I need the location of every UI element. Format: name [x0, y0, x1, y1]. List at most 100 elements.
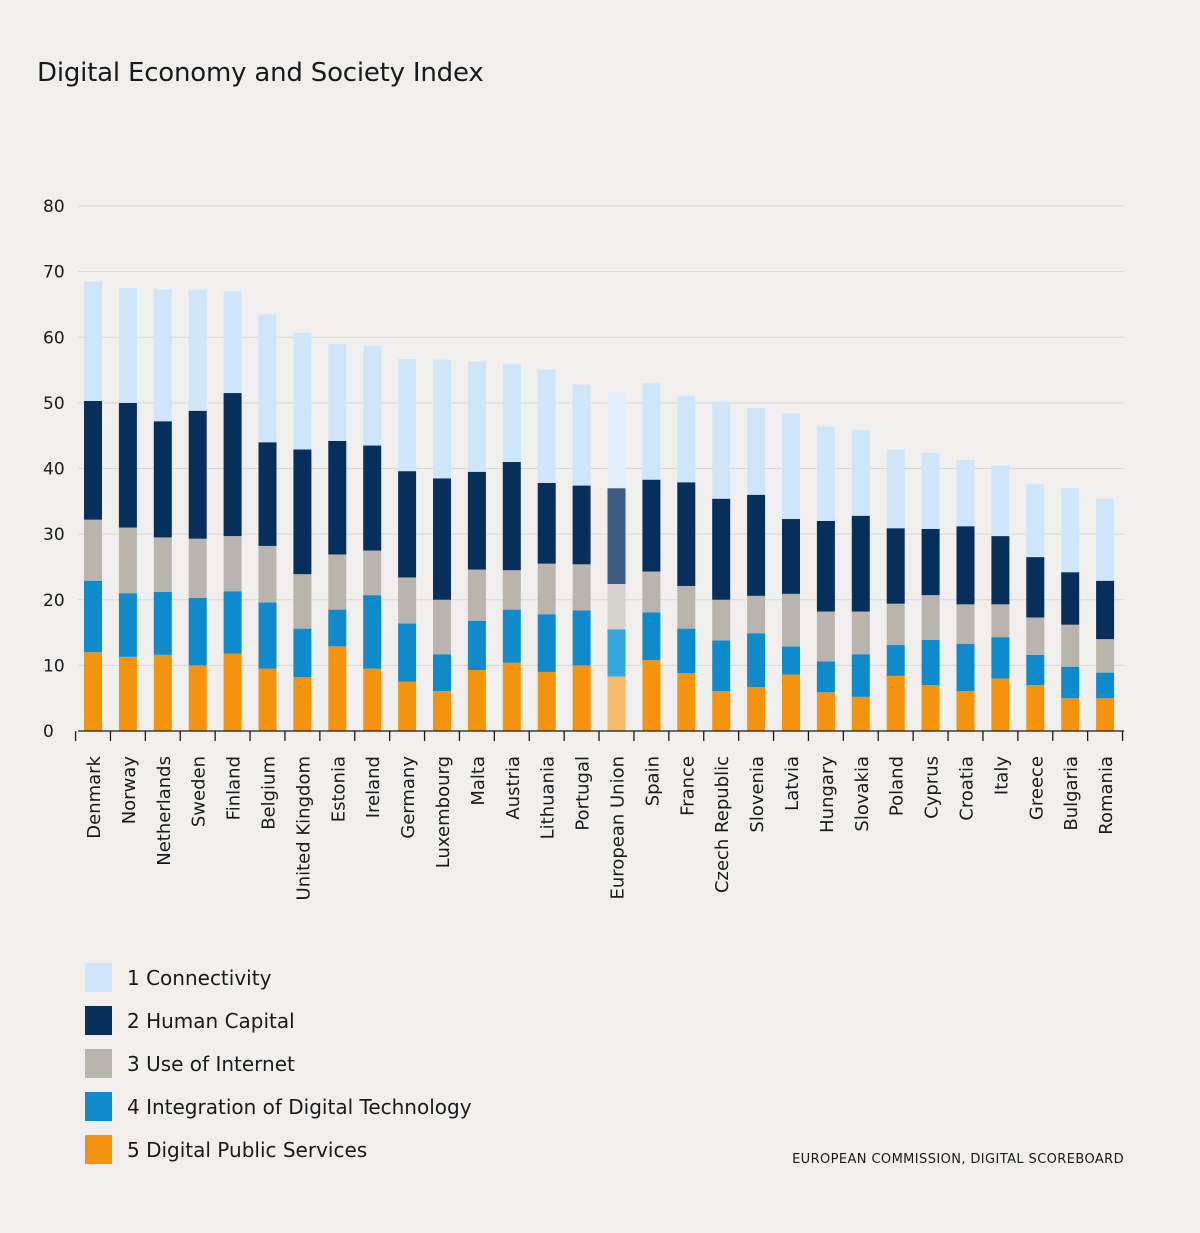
bar-segment	[223, 393, 242, 537]
bar-segment	[712, 690, 731, 731]
bar-segment	[537, 369, 556, 483]
bar-segment	[502, 570, 521, 610]
x-category-label: European Union	[608, 756, 629, 899]
bar-segment	[921, 595, 940, 640]
x-category-label: Slovakia	[852, 756, 873, 832]
bar-segment	[293, 628, 312, 678]
bar-segment	[921, 452, 940, 529]
y-tick-label: 10	[43, 656, 65, 676]
bar-segment	[118, 288, 137, 403]
bar-segment	[293, 574, 312, 629]
legend-item-integration: 4 Integration of Digital Technology	[85, 1092, 472, 1121]
bar-segment	[153, 421, 172, 538]
bar-segment	[816, 611, 835, 662]
bar-segment	[502, 662, 521, 731]
bar-segment	[851, 611, 870, 655]
legend: 1 Connectivity 2 Human Capital 3 Use of …	[85, 963, 472, 1178]
bar-segment	[188, 538, 207, 598]
x-category-label: Germany	[398, 756, 419, 839]
legend-swatch-human-capital	[85, 1006, 112, 1035]
bar-segment	[537, 563, 556, 615]
bar-segment	[363, 345, 382, 446]
bar-segment	[991, 604, 1010, 638]
bar-segment	[712, 599, 731, 641]
bar-segment	[677, 628, 696, 674]
bar-segment	[851, 429, 870, 516]
bar-segment	[328, 609, 347, 647]
bar-segment	[328, 440, 347, 555]
bar-segment	[677, 482, 696, 586]
bar-segment	[956, 643, 975, 691]
x-category-label: Estonia	[328, 756, 349, 822]
bar-segment	[956, 604, 975, 644]
bar-segment	[467, 361, 486, 472]
bar-segment	[1096, 672, 1115, 699]
bar-segment	[363, 550, 382, 596]
bar-segment	[1026, 685, 1045, 731]
bar-segment	[223, 591, 242, 654]
x-category-label: Finland	[224, 756, 245, 820]
bar-segment	[153, 591, 172, 655]
y-tick-label: 0	[43, 722, 54, 742]
x-category-label: Luxembourg	[433, 756, 454, 868]
y-tick-label: 80	[43, 197, 65, 217]
bar-segment	[467, 569, 486, 621]
source-note: EUROPEAN COMMISSION, DIGITAL SCOREBOARD	[792, 1152, 1124, 1167]
bar-segment	[886, 528, 905, 604]
bar-segment	[398, 681, 417, 731]
legend-label-integration: 4 Integration of Digital Technology	[127, 1094, 472, 1119]
bar-segment	[921, 528, 940, 596]
bar-segment	[921, 639, 940, 686]
x-category-label: Lithuania	[538, 756, 559, 839]
bar-segment	[1026, 557, 1045, 618]
bar-segment	[677, 585, 696, 629]
y-tick-label: 40	[43, 460, 65, 480]
bar-segment	[433, 478, 451, 600]
legend-item-public-services: 5 Digital Public Services	[85, 1135, 472, 1164]
bar-segment	[921, 685, 940, 731]
legend-swatch-public-services	[85, 1135, 112, 1164]
bar-segment	[956, 690, 975, 731]
bar-segment	[991, 465, 1010, 537]
bar-segment	[886, 603, 905, 646]
x-category-label: Italy	[991, 756, 1012, 795]
bar-segment	[712, 498, 731, 600]
bar-segment	[572, 485, 591, 565]
x-category-label: Poland	[887, 756, 908, 816]
bar-segment	[293, 332, 312, 450]
bar-segment	[782, 413, 800, 520]
x-category-label: Netherlands	[154, 756, 175, 866]
bar-segment	[956, 526, 975, 605]
y-tick-label: 30	[43, 525, 65, 545]
bar-segment	[188, 410, 207, 539]
bar-segment	[851, 654, 870, 697]
legend-item-human-capital: 2 Human Capital	[85, 1006, 472, 1035]
bar-segment	[1096, 698, 1115, 731]
bar-segment	[607, 584, 626, 630]
bar-segment	[851, 515, 870, 612]
bar-segment	[747, 633, 766, 688]
bar-segment	[816, 692, 835, 731]
bar-segment	[433, 654, 451, 691]
bar-segment	[223, 291, 242, 394]
bar-segment	[293, 449, 312, 575]
bar-segment	[1026, 654, 1045, 686]
bar-segment	[188, 290, 207, 411]
bar-segment	[991, 536, 1010, 605]
bar-segment	[607, 629, 626, 677]
bar-segment	[467, 471, 486, 570]
bar-segment	[467, 620, 486, 670]
x-category-label: Latvia	[782, 756, 803, 811]
legend-item-use-of-internet: 3 Use of Internet	[85, 1049, 472, 1078]
x-category-label: Croatia	[957, 756, 978, 821]
x-category-label: Denmark	[84, 755, 105, 838]
bar-segment	[502, 364, 521, 462]
bar-segment	[118, 402, 137, 528]
legend-label-connectivity: 1 Connectivity	[127, 965, 272, 990]
bar-segment	[467, 669, 486, 731]
legend-label-public-services: 5 Digital Public Services	[127, 1137, 368, 1162]
y-tick-label: 70	[43, 263, 65, 283]
x-category-label: Austria	[503, 756, 524, 820]
bar-segment	[607, 676, 626, 731]
bar-segment	[223, 653, 242, 731]
